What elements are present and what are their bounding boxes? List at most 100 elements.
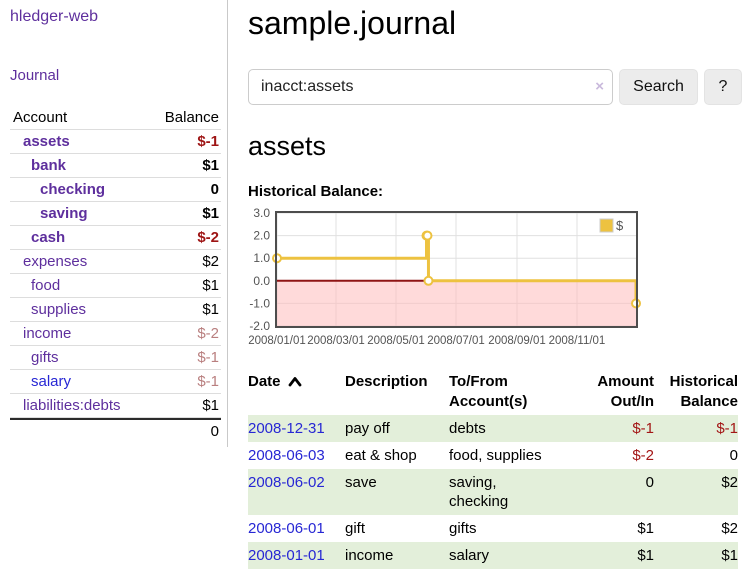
account-link-assets[interactable]: assets (23, 133, 70, 150)
account-link-food[interactable]: food (31, 277, 61, 294)
account-link-gifts[interactable]: gifts (31, 349, 59, 366)
account-link-salary[interactable]: salary (31, 373, 72, 390)
account-row: saving $1 (10, 202, 221, 226)
search-button[interactable]: Search (619, 69, 698, 105)
account-balance: $1 (202, 277, 219, 294)
transaction-amount: $-2 (632, 447, 654, 464)
transaction-accounts: food, supplies (449, 447, 542, 464)
account-balance: $1 (202, 157, 219, 174)
svg-text:2008/05/01: 2008/05/01 (367, 335, 425, 347)
transaction-balance: $2 (721, 474, 738, 491)
account-row: supplies $1 (10, 298, 221, 322)
register-table: Date Description To/From Account(s) Amou… (248, 369, 738, 569)
svg-text:1.0: 1.0 (253, 251, 270, 265)
tofrom-column-header: To/From Account(s) (449, 369, 584, 415)
account-balance: $1 (202, 205, 219, 222)
sidebar-item-journal[interactable]: Journal (10, 67, 60, 84)
account-row: cash $-2 (10, 226, 221, 250)
historical-balance-chart: 3.0 2.0 1.0 0.0 -1.0 -2.0 2008/01/01 2008/03/01… (248, 206, 641, 347)
account-row: liabilities:debts $1 (10, 394, 221, 418)
account-balance: $-1 (197, 133, 219, 150)
accounts-table: Account Balance assets $-1 bank $1 check… (10, 106, 221, 443)
amount-header-line1: Amount (597, 373, 654, 390)
account-link-cash[interactable]: cash (31, 229, 66, 246)
tofrom-header-line2: Account(s) (449, 393, 528, 410)
account-balance: $2 (202, 253, 219, 270)
register-row: 2008-06-01 gift gifts $1 $2 (248, 515, 738, 542)
amount-header-line2: Out/In (610, 393, 654, 410)
account-link-liabilities-debts[interactable]: liabilities:debts (23, 397, 121, 414)
register-row: 2008-06-03 eat & shop food, supplies $-2… (248, 442, 738, 469)
transaction-accounts: gifts (449, 520, 477, 537)
account-link-supplies[interactable]: supplies (31, 301, 87, 318)
transaction-accounts: saving, checking (449, 474, 509, 510)
account-link-bank[interactable]: bank (31, 157, 67, 174)
svg-text:3.0: 3.0 (253, 206, 270, 220)
tofrom-header-line1: To/From (449, 373, 508, 390)
balance-header-line2: Balance (680, 393, 738, 410)
balance-column-header: Balance (164, 109, 219, 126)
account-row: income $-2 (10, 322, 221, 346)
search-input[interactable] (248, 69, 613, 105)
account-row: expenses $2 (10, 250, 221, 274)
transaction-description: eat & shop (345, 447, 417, 464)
transaction-amount: $1 (637, 547, 654, 564)
help-button[interactable]: ? (704, 69, 742, 105)
account-row: checking 0 (10, 178, 221, 202)
svg-text:2008/11/01: 2008/11/01 (549, 335, 606, 347)
svg-text:-2.0: -2.0 (249, 319, 270, 333)
svg-text:$: $ (616, 218, 624, 233)
brand-link[interactable]: hledger-web (10, 8, 99, 25)
page-title: sample.journal (248, 5, 457, 41)
accounts-table-header: Account Balance (10, 106, 221, 130)
account-row: bank $1 (10, 154, 221, 178)
account-link-expenses[interactable]: expenses (23, 253, 88, 270)
amount-column-header: Amount Out/In (584, 369, 654, 415)
account-link-saving[interactable]: saving (40, 205, 88, 222)
account-balance: $1 (202, 301, 219, 318)
transaction-amount: $-1 (632, 420, 654, 437)
svg-text:2008/09/01: 2008/09/01 (488, 335, 546, 347)
transaction-date-link[interactable]: 2008-06-03 (248, 447, 325, 464)
svg-text:0.0: 0.0 (253, 274, 270, 288)
accounts-total-row: 0 (10, 418, 221, 443)
svg-text:2008/07/01: 2008/07/01 (427, 335, 485, 347)
transaction-description: gift (345, 520, 366, 537)
transaction-amount: 0 (645, 474, 654, 491)
register-row: 2008-06-02 save saving, checking 0 $2 (248, 469, 738, 515)
account-balance: $-2 (197, 325, 219, 342)
svg-text:2.0: 2.0 (253, 229, 270, 243)
description-column-header: Description (345, 373, 428, 390)
transaction-description: save (345, 474, 377, 491)
transaction-balance: 0 (729, 447, 738, 464)
account-balance: $-1 (197, 373, 219, 390)
transaction-balance: $1 (721, 547, 738, 564)
transaction-date-link[interactable]: 2008-12-31 (248, 420, 325, 437)
account-row: salary $-1 (10, 370, 221, 394)
date-column-header[interactable]: Date (248, 369, 345, 415)
sort-ascending-icon[interactable] (288, 376, 302, 387)
transaction-accounts: debts (449, 420, 486, 437)
account-link-income[interactable]: income (23, 325, 72, 342)
date-header-label: Date (248, 373, 281, 390)
balance-column-header: Historical Balance (654, 369, 738, 415)
transaction-date-link[interactable]: 2008-01-01 (248, 547, 325, 564)
transaction-description: income (345, 547, 394, 564)
transaction-date-link[interactable]: 2008-06-01 (248, 520, 325, 537)
account-row: gifts $-1 (10, 346, 221, 370)
register-row: 2008-12-31 pay off debts $-1 $-1 (248, 415, 738, 442)
main-content: sample.journal × Search ? assets Histori… (248, 0, 742, 569)
clear-search-icon[interactable]: × (595, 78, 604, 95)
transaction-balance: $-1 (716, 420, 738, 437)
accounts-total-balance: 0 (210, 423, 219, 440)
chart-title: Historical Balance: (248, 183, 384, 200)
transaction-balance: $2 (721, 520, 738, 537)
account-column-header: Account (13, 109, 68, 126)
account-page-title: assets (248, 131, 327, 161)
account-balance: $-2 (197, 229, 219, 246)
transaction-description: pay off (345, 420, 390, 437)
register-header-row: Date Description To/From Account(s) Amou… (248, 369, 738, 415)
transaction-date-link[interactable]: 2008-06-02 (248, 474, 325, 491)
account-link-checking[interactable]: checking (40, 181, 106, 198)
